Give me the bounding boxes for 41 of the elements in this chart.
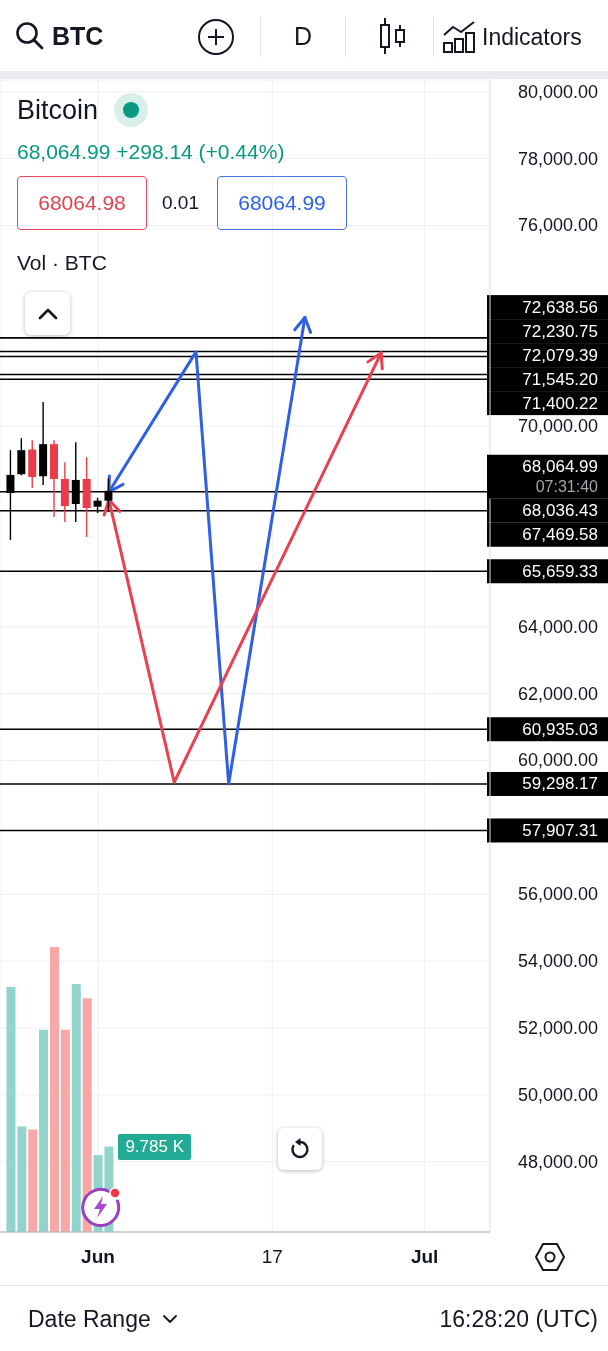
y-tick-label: 50,000.00 <box>517 1084 598 1105</box>
ref-line-label: 59,298.17 <box>522 774 598 794</box>
y-tick-label: 54,000.00 <box>517 951 598 972</box>
x-tick-label: Jul <box>410 1245 439 1267</box>
x-tick-label: Jun <box>81 1245 115 1267</box>
ref-line-label: 72,230.75 <box>522 321 598 341</box>
price-button: 68064.98 <box>17 176 147 230</box>
y-tick-label: 48,000.00 <box>517 1151 598 1172</box>
text: Bitcoin <box>17 94 99 127</box>
y-tick-label: 76,000.00 <box>517 215 598 236</box>
x-tick-label: 17 <box>261 1245 283 1267</box>
price-button: 68064.99 <box>217 176 347 230</box>
ref-line-label: 68,036.43 <box>522 501 598 521</box>
y-tick-label: 64,000.00 <box>517 616 598 637</box>
annotation: Vol · BTC <box>17 250 107 276</box>
ref-line-label: 71,545.20 <box>522 369 598 389</box>
text: 68,064.99 +298.14 (+0.44%) <box>17 139 285 165</box>
y-tick-label: 62,000.00 <box>517 683 598 704</box>
text: 68,064.99 <box>522 457 598 477</box>
text: D <box>294 21 313 52</box>
text: 07:31:40 <box>535 478 599 496</box>
text: BTC <box>52 21 104 52</box>
annotation: 68064.98 <box>38 191 126 215</box>
text: 16:28:20 (UTC) <box>439 1305 598 1334</box>
y-tick-label: 70,000.00 <box>517 416 598 437</box>
annotation: 0.01 <box>162 191 199 215</box>
ref-line-label: 72,638.56 <box>522 297 598 317</box>
text: Indicators <box>482 23 582 52</box>
ref-line-label: 60,935.03 <box>522 719 598 739</box>
y-tick-label: 60,000.00 <box>517 750 598 771</box>
y-tick-label: 56,000.00 <box>517 884 598 905</box>
y-tick-label: 80,000.00 <box>517 81 598 102</box>
annotation: 68064.99 <box>238 191 326 215</box>
y-tick-label: 52,000.00 <box>517 1018 598 1039</box>
text: Date Range <box>28 1305 151 1334</box>
ref-line-label: 65,659.33 <box>522 561 598 581</box>
ref-line-label: 57,907.31 <box>522 820 598 840</box>
ref-line-label: 67,469.58 <box>522 525 598 545</box>
ref-line-label: 72,079.39 <box>522 345 598 365</box>
y-tick-label: 78,000.00 <box>517 148 598 169</box>
ref-line-label: 71,400.22 <box>522 393 598 413</box>
